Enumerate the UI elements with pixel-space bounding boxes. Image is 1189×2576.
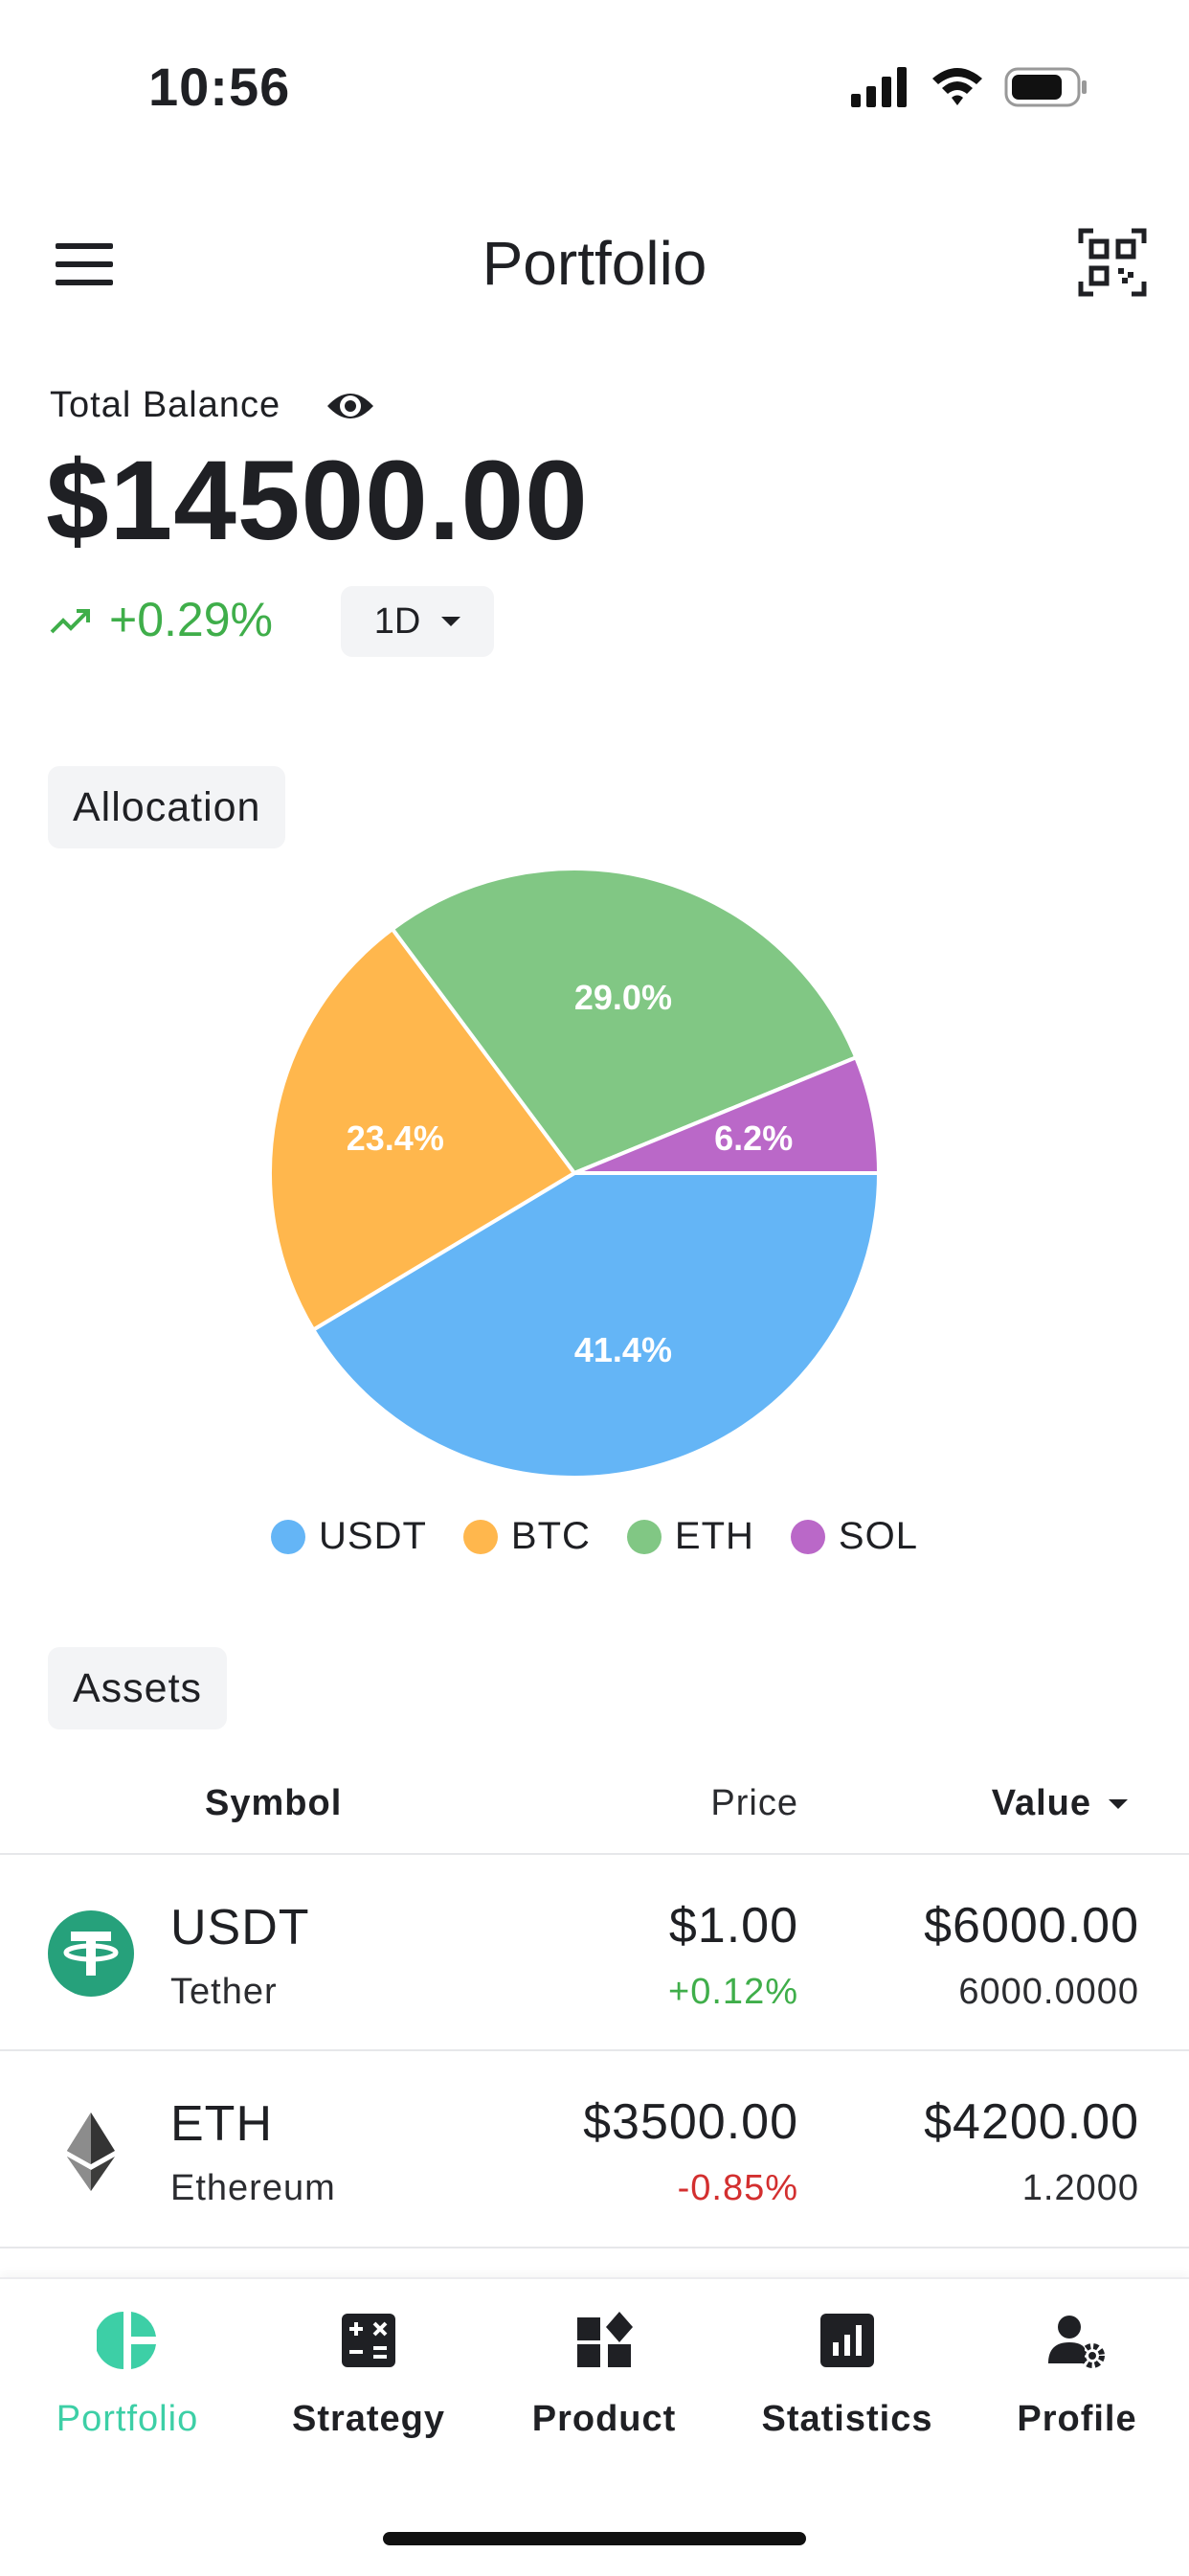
table-row[interactable]: ETH Ethereum $3500.00 -0.85% $4200.00 1.…: [0, 2051, 1189, 2247]
pie-slice-eth: [390, 867, 859, 1176]
assets-section-title: Assets: [48, 1647, 228, 1729]
column-header-price: Price: [710, 1783, 798, 1823]
legend-item-usdt: USDT: [271, 1515, 427, 1558]
asset-name: Ethereum: [170, 2168, 336, 2208]
hamburger-icon: [56, 243, 113, 285]
asset-symbol: ETH: [170, 2096, 273, 2152]
asset-quantity: 6000.0000: [958, 1972, 1139, 2012]
pie-label-sol: 6.2%: [714, 1119, 793, 1158]
qr-scan-button[interactable]: [1078, 228, 1147, 297]
table-row[interactable]: USDT Tether $1.00 +0.12% $6000.00 6000.0…: [0, 1855, 1189, 2050]
pie-chart-icon: [95, 2312, 156, 2369]
pie-slice-usdt: [310, 1171, 882, 1480]
user-settings-icon: [1048, 2316, 1105, 2368]
pie-slice-sol: [573, 1054, 882, 1175]
bar-chart-icon: [820, 2314, 874, 2367]
legend-swatch: [626, 1519, 662, 1554]
legend-item-sol: SOL: [790, 1515, 918, 1558]
asset-change: -0.85%: [677, 2168, 798, 2208]
wifi-icon: [932, 68, 982, 105]
chart-legend: USDT BTC ETH SOL: [0, 1515, 1189, 1558]
asset-change: +0.12%: [668, 1972, 798, 2012]
trending-up-icon: [50, 609, 90, 634]
sort-down-icon: [1109, 1798, 1128, 1809]
legend-swatch: [271, 1519, 306, 1554]
asset-value: $6000.00: [924, 1898, 1139, 1954]
nav-label: Strategy: [291, 2399, 446, 2439]
pie-label-eth: 29.0%: [574, 978, 672, 1017]
period-value: 1D: [373, 600, 421, 642]
pie-label-usdt: 41.4%: [574, 1330, 672, 1369]
asset-name: Tether: [170, 1972, 278, 2012]
nav-profile[interactable]: Profile: [967, 2310, 1187, 2440]
asset-symbol: USDT: [170, 1900, 310, 1955]
column-header-symbol: Symbol: [205, 1783, 343, 1823]
column-header-value: Value: [991, 1783, 1091, 1823]
status-time: 10:56: [148, 56, 291, 117]
legend-swatch: [462, 1519, 498, 1554]
battery-icon: [1004, 67, 1087, 107]
bottom-navigation: Portfolio Strategy Product: [0, 2277, 1189, 2576]
asset-quantity: 1.2000: [1021, 2168, 1139, 2208]
nav-label: Product: [531, 2399, 677, 2439]
signal-icon: [851, 67, 907, 107]
chevron-down-icon: [441, 617, 461, 626]
nav-label: Portfolio: [56, 2399, 199, 2439]
total-balance-label: Total Balance: [50, 385, 281, 425]
toggle-visibility-button[interactable]: [325, 387, 375, 425]
total-balance-value: $14500.00: [46, 438, 589, 564]
balance-change: +0.29%: [109, 593, 273, 646]
menu-button[interactable]: [50, 237, 119, 293]
nav-label: Profile: [1017, 2399, 1137, 2439]
widgets-icon: [577, 2312, 633, 2367]
page-title: Portfolio: [482, 229, 707, 298]
divider: [0, 2049, 1189, 2051]
sort-by-value-button[interactable]: Value: [992, 1783, 1128, 1824]
period-dropdown[interactable]: 1D: [341, 586, 494, 657]
divider: [0, 1853, 1189, 1855]
eye-icon: [327, 394, 373, 418]
tether-icon: [48, 1910, 134, 1997]
legend-item-btc: BTC: [462, 1515, 591, 1558]
legend-swatch: [790, 1519, 825, 1554]
legend-label: BTC: [510, 1515, 591, 1557]
status-icons: [851, 67, 1087, 107]
asset-value: $4200.00: [924, 2094, 1139, 2150]
asset-price: $3500.00: [583, 2094, 798, 2150]
legend-label: USDT: [319, 1515, 427, 1557]
divider: [0, 2247, 1189, 2248]
ethereum-icon: [67, 2113, 115, 2191]
nav-strategy[interactable]: Strategy: [258, 2310, 479, 2440]
allocation-section-title: Allocation: [48, 766, 286, 848]
calculator-icon: [342, 2314, 395, 2367]
nav-statistics[interactable]: Statistics: [737, 2310, 957, 2440]
asset-price: $1.00: [668, 1898, 798, 1954]
qr-code-icon: [1078, 228, 1147, 297]
legend-label: SOL: [838, 1515, 918, 1557]
nav-portfolio[interactable]: Portfolio: [17, 2310, 237, 2440]
pie-slice-btc: [268, 926, 577, 1333]
pie-label-btc: 23.4%: [347, 1119, 444, 1158]
nav-label: Statistics: [761, 2399, 933, 2439]
legend-item-eth: ETH: [626, 1515, 754, 1558]
legend-label: ETH: [674, 1515, 754, 1557]
nav-product[interactable]: Product: [494, 2310, 714, 2440]
allocation-pie-chart: 41.4% 23.4% 29.0% 6.2%: [268, 867, 882, 1480]
home-indicator: [383, 2532, 806, 2545]
